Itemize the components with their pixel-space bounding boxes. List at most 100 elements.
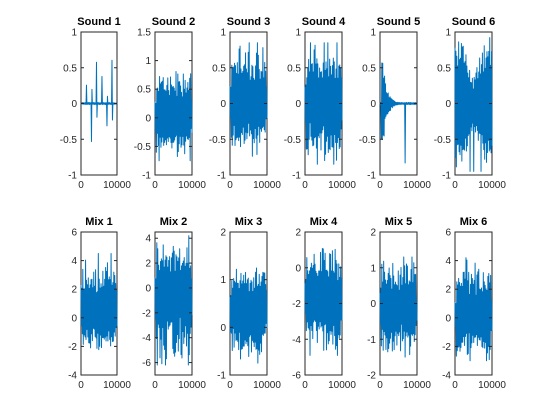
ytick-label: 6 — [445, 228, 451, 239]
subplot-title: Sound 4 — [302, 16, 346, 28]
subplot-title: Mix 1 — [85, 216, 113, 228]
ytick-label: -0.5 — [134, 142, 152, 153]
xtick-label: 0 — [78, 380, 84, 391]
xtick-label: 10000 — [478, 380, 506, 391]
subplot-title: Sound 5 — [377, 16, 420, 28]
signal-trace — [154, 71, 193, 162]
ytick-label: 0 — [370, 99, 376, 110]
ytick-label: -1 — [217, 171, 226, 182]
ytick-label: 0.5 — [287, 63, 301, 74]
ytick-label: -0.5 — [359, 135, 377, 146]
ytick-label: -6 — [292, 371, 301, 382]
subplot-title: Mix 5 — [385, 216, 413, 228]
xtick-label: 0 — [452, 180, 458, 191]
ytick-label: 1 — [445, 28, 451, 39]
ytick-label: 0 — [445, 313, 451, 324]
ytick-label: -2 — [292, 299, 301, 310]
ytick-label: 0.5 — [137, 85, 151, 96]
signal-trace — [229, 267, 268, 364]
ytick-label: 1 — [295, 28, 301, 39]
ytick-label: 1 — [220, 28, 226, 39]
subplot-1: Sound 110.50-0.5-10 10000 — [60, 16, 132, 191]
signal-trace — [379, 62, 418, 164]
ytick-label: 2 — [220, 228, 226, 239]
xtick-label: 10000 — [103, 380, 131, 391]
ytick-label: -0.5 — [209, 135, 227, 146]
xtick-label: 0 — [377, 180, 383, 191]
ytick-label: 0 — [71, 313, 77, 324]
ytick-label: -0.5 — [284, 135, 302, 146]
xtick-label: 10000 — [328, 180, 356, 191]
ytick-label: -2 — [367, 371, 376, 382]
subplot-title: Sound 1 — [77, 16, 120, 28]
ytick-label: -4 — [292, 335, 301, 346]
xtick-label: 0 — [227, 180, 233, 191]
ytick-label: 0 — [370, 299, 376, 310]
ytick-label: 4 — [145, 234, 151, 245]
ytick-label: 1 — [370, 28, 376, 39]
xtick-label: 0 — [377, 380, 383, 391]
ytick-label: 2 — [445, 285, 451, 296]
xtick-label: 10000 — [253, 180, 281, 191]
signal-trace — [229, 42, 268, 157]
subplot-title: Mix 6 — [460, 216, 488, 228]
ytick-label: -2 — [68, 342, 77, 353]
xtick-label: 10000 — [253, 380, 281, 391]
ytick-label: -1 — [367, 335, 376, 346]
subplot-title: Sound 3 — [227, 16, 270, 28]
ytick-label: -1 — [142, 171, 151, 182]
subplot-title: Sound 2 — [152, 16, 195, 28]
ytick-label: 0 — [220, 323, 226, 334]
ytick-label: 2 — [71, 285, 77, 296]
ytick-label: 0 — [445, 99, 451, 110]
subplot-3: Sound 310.50-0.5-10 10000 — [209, 16, 282, 191]
ytick-label: 1 — [220, 275, 226, 286]
ytick-label: 1 — [145, 56, 151, 67]
subplot-title: Mix 2 — [160, 216, 188, 228]
xtick-label: 0 — [227, 380, 233, 391]
ytick-label: 0 — [145, 113, 151, 124]
ytick-label: -0.5 — [60, 135, 78, 146]
signal-trace — [454, 257, 493, 362]
ytick-label: -2 — [442, 342, 451, 353]
ytick-label: -1 — [292, 171, 301, 182]
ytick-label: 0 — [71, 99, 77, 110]
subplot-5: Sound 510.50-0.5-10 10000 — [359, 16, 432, 191]
ytick-label: 2 — [370, 228, 376, 239]
xtick-label: 0 — [152, 380, 158, 391]
ytick-label: -1 — [367, 171, 376, 182]
subplot-title: Sound 6 — [452, 16, 495, 28]
ytick-label: 0 — [295, 263, 301, 274]
signal-trace — [379, 256, 418, 358]
signal-trace — [304, 42, 343, 165]
xtick-label: 10000 — [403, 180, 431, 191]
xtick-label: 0 — [78, 180, 84, 191]
xtick-label: 0 — [152, 180, 158, 191]
signal-trace — [80, 252, 118, 351]
subplot-4: Sound 410.50-0.5-10 10000 — [284, 16, 357, 191]
subplot-6: Sound 610.50-0.5-10 10000 — [434, 16, 507, 191]
ytick-label: -4 — [142, 333, 151, 344]
xtick-label: 10000 — [178, 180, 206, 191]
xtick-label: 10000 — [103, 180, 131, 191]
ytick-label: 0.5 — [63, 63, 77, 74]
ytick-label: -1 — [217, 371, 226, 382]
xtick-label: 0 — [302, 180, 308, 191]
xtick-label: 0 — [302, 380, 308, 391]
ytick-label: 0.5 — [212, 63, 226, 74]
ytick-label: -1 — [68, 171, 77, 182]
xtick-label: 10000 — [178, 380, 206, 391]
ytick-label: 4 — [71, 256, 77, 267]
ytick-label: -2 — [142, 308, 151, 319]
ytick-label: 1.5 — [137, 28, 151, 39]
ytick-label: 0.5 — [362, 63, 376, 74]
signal-trace — [304, 247, 343, 356]
ytick-label: -1 — [442, 171, 451, 182]
ytick-label: 0 — [145, 283, 151, 294]
